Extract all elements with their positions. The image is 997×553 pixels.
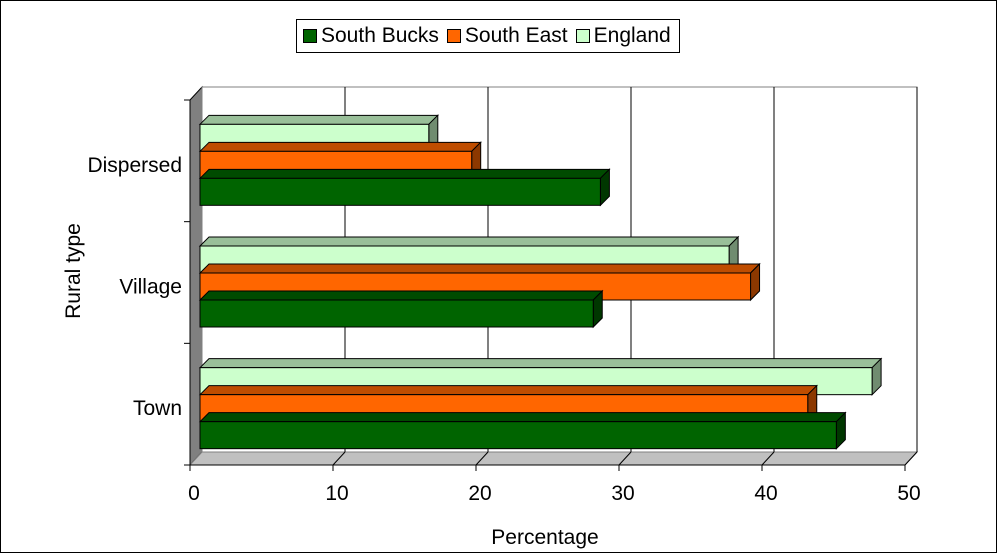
bar-south-bucks-town [198, 411, 847, 450]
x-tick-label: 30 [611, 482, 634, 505]
bar-top [198, 358, 883, 369]
bar-top [198, 385, 818, 396]
gridline-floor [904, 451, 918, 466]
y-tick-label: Dispersed [87, 154, 182, 177]
legend-swatch-england [575, 29, 590, 43]
legend-item-south-east: South East [446, 24, 568, 48]
legend-swatch-south-east [446, 29, 461, 43]
legend-item-england: England [575, 24, 671, 48]
x-tick-label: 50 [897, 482, 920, 505]
bar-south-bucks-village [198, 289, 604, 329]
legend: South Bucks South East England [296, 19, 680, 53]
bar-top [198, 141, 482, 152]
y-axis-title: Rural type [62, 223, 85, 319]
bars: Dispersed Village Town [87, 114, 883, 450]
gridline-floor [475, 451, 489, 466]
bar-top [198, 263, 761, 274]
bar-top [198, 290, 604, 301]
bar-front [199, 177, 601, 206]
bar-top [198, 236, 740, 247]
y-tick-label: Town [133, 397, 182, 420]
floor [188, 451, 919, 466]
bar-top [198, 412, 847, 423]
bar-top [198, 114, 440, 125]
legend-item-south-bucks: South Bucks [303, 24, 439, 48]
bar-front [199, 299, 594, 328]
bar-front [199, 421, 837, 450]
legend-label-south-bucks: South Bucks [321, 24, 439, 47]
x-tick-label: 0 [188, 482, 200, 505]
x-tick-label: 40 [754, 482, 777, 505]
legend-label-south-east: South East [464, 24, 568, 47]
gridline-floor [761, 451, 775, 466]
bar-south-bucks-dispersed [198, 168, 611, 207]
gridline-floor [618, 451, 632, 466]
x-tick-label: 10 [325, 482, 348, 505]
y-tick-label: Village [119, 276, 182, 299]
x-axis-title: Percentage [491, 526, 598, 549]
x-tick-label: 20 [468, 482, 491, 505]
gridline-floor [332, 451, 346, 466]
legend-swatch-south-bucks [303, 29, 317, 43]
axes: 0 10 20 30 40 50 [184, 99, 921, 505]
bar-top [198, 168, 611, 179]
legend-label-england: England [593, 24, 671, 47]
